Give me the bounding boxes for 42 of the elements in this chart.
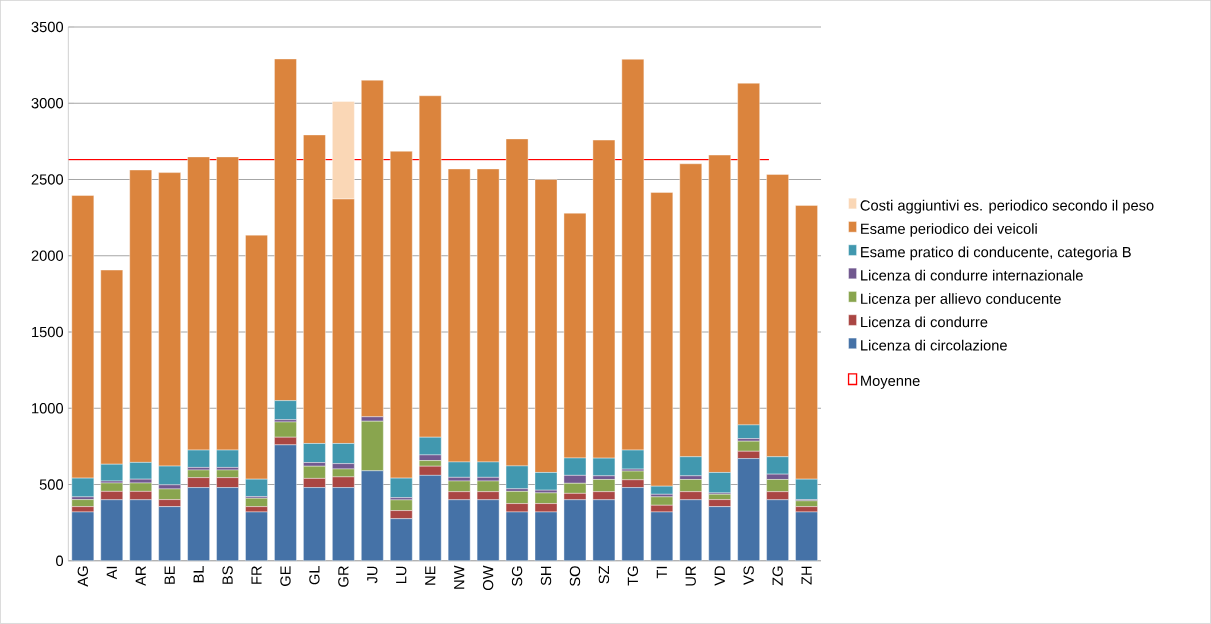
x-tick-label: VS — [743, 566, 754, 586]
legend-label: Esame periodico dei veicoli — [861, 223, 1037, 237]
legend-label: Licenza per allievo conducente — [861, 293, 1061, 307]
x-tick-label: GR — [338, 566, 349, 587]
legend-label: Costi aggiuntivi es. periodico secondo il peso — [860, 199, 1154, 214]
x-tick-label: ZH — [801, 566, 812, 585]
legend-label: Licenza di circolazione — [861, 339, 1007, 351]
x-tick-label: SH — [540, 566, 552, 586]
x-tick-label: SZ — [598, 566, 610, 584]
legend-label: Esame pratico di conducente, categoria B — [861, 246, 1131, 261]
y-tick-label: 0 — [56, 555, 64, 567]
x-tick-label: NE — [425, 566, 436, 585]
legend-label: Moyenne — [861, 375, 920, 389]
x-tick-label: UR — [685, 566, 696, 586]
x-tick-label: BE — [164, 566, 175, 584]
x-tick-label: JU — [367, 566, 378, 584]
y-tick-label: 1500 — [32, 326, 64, 338]
y-tick-label: 3500 — [31, 21, 64, 33]
x-tick-label: ZG — [772, 566, 783, 586]
y-tick-label: 2000 — [31, 250, 64, 262]
y-tick-label: 2500 — [31, 174, 64, 185]
x-tick-label: GL — [309, 566, 320, 585]
x-tick-label: VD — [714, 566, 725, 586]
y-tick-label: 1000 — [32, 403, 64, 414]
x-tick-label: BL — [193, 566, 204, 583]
x-tick-label: FR — [251, 566, 262, 584]
x-tick-label: SO — [569, 566, 581, 587]
x-tick-label: AI — [106, 566, 117, 580]
x-tick-label: TI — [656, 566, 667, 579]
y-tick-label: 3000 — [31, 98, 64, 109]
x-tick-label: SG — [511, 566, 523, 587]
x-tick-label: OW — [482, 565, 494, 591]
legend-label: Licenza di condurre — [861, 316, 988, 328]
x-tick-label: AG — [77, 566, 89, 587]
x-tick-label: LU — [396, 566, 407, 584]
legend-label: Licenza di condurre internazionale — [861, 269, 1083, 281]
x-tick-label: GE — [280, 566, 291, 587]
x-tick-label: AR — [135, 566, 146, 586]
y-tick-label: 500 — [39, 479, 64, 490]
x-tick-label: NW — [454, 565, 465, 589]
x-tick-label: TG — [627, 566, 639, 586]
x-tick-label: BS — [222, 566, 233, 584]
